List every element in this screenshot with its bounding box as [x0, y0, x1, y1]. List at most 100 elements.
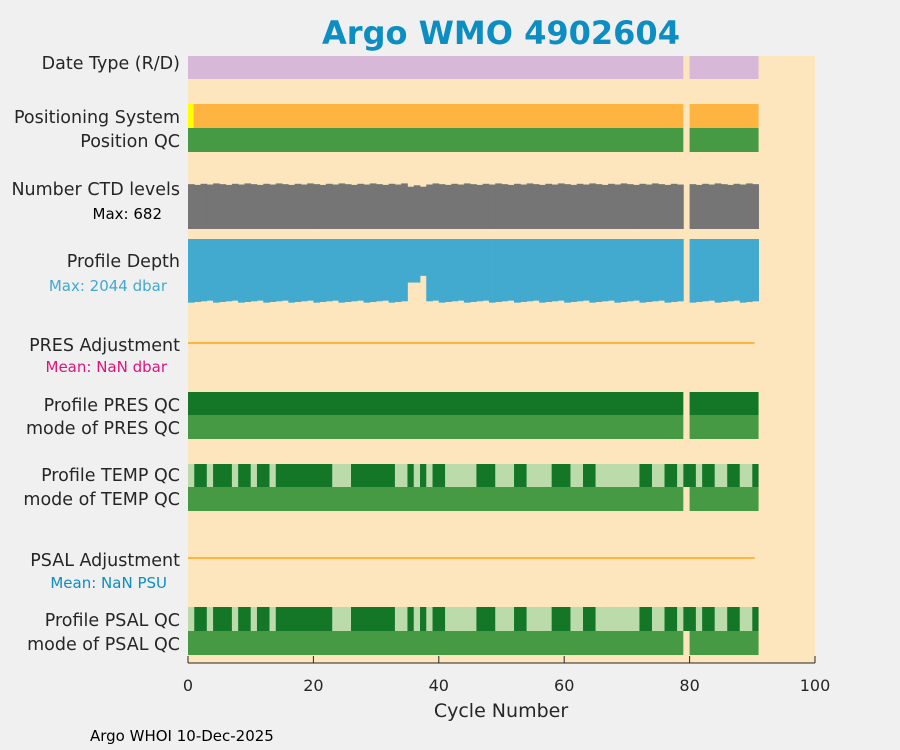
profile-temp-qc-segment: [256, 464, 270, 487]
row-label-profile-temp-qc: Profile TEMP QC: [41, 466, 180, 486]
positioning-system-bar: [188, 104, 684, 128]
profile-pres-qc-bar: [689, 392, 759, 415]
profile-depth-bar: [238, 239, 245, 303]
profile-depth-bar: [263, 239, 270, 303]
ctd-levels-bar: [720, 184, 728, 229]
ctd-levels-bar: [300, 184, 308, 229]
profile-depth-bar: [689, 239, 697, 303]
profile-psal-qc-segment: [213, 607, 232, 631]
profile-psal-qc-segment: [432, 607, 446, 631]
row-label-psal-adjustment: PSAL Adjustment: [30, 551, 180, 571]
ctd-levels-bar: [188, 184, 195, 229]
mode-psal-qc-bar: [188, 631, 684, 655]
profile-temp-qc-segment: [407, 464, 414, 487]
profile-depth-bar: [551, 239, 559, 302]
ctd-levels-bar: [495, 183, 502, 229]
profile-depth-bar: [338, 239, 346, 303]
ctd-levels-bar: [601, 184, 609, 229]
profile-depth-bar: [708, 239, 716, 301]
ctd-levels-bar: [733, 183, 741, 229]
ctd-max-label: Max: 682: [93, 205, 162, 223]
profile-temp-qc-segment: [432, 464, 446, 487]
ctd-levels-bar: [651, 183, 659, 229]
profile-depth-bar: [457, 239, 465, 301]
ctd-levels-bar: [225, 184, 233, 229]
profile-temp-qc-segment: [514, 464, 527, 487]
profile-depth-bar: [714, 239, 722, 303]
profile-temp-qc-segment: [664, 464, 678, 487]
profile-depth-bar: [313, 239, 321, 303]
profile-depth-bar: [294, 239, 302, 302]
profile-depth-bar: [332, 239, 339, 301]
ctd-levels-bar: [708, 184, 716, 229]
profile-depth-bar: [194, 239, 201, 302]
profile-depth-bar: [426, 239, 433, 302]
row-label-mode-temp-qc: mode of TEMP QC: [23, 490, 180, 510]
ctd-levels-bar: [256, 184, 264, 229]
profile-depth-bar: [432, 239, 440, 301]
ctd-levels-bar: [369, 183, 377, 229]
profile-depth-bar: [407, 239, 415, 283]
x-tick-label: 20: [303, 676, 323, 695]
profile-temp-qc-segment: [476, 464, 496, 487]
profile-depth-bar: [325, 239, 333, 302]
x-tick-label: 100: [800, 676, 831, 695]
ctd-levels-bar: [394, 184, 402, 229]
position-qc-bar: [188, 128, 684, 152]
profile-depth-bar: [564, 239, 571, 303]
ctd-levels-bar: [639, 183, 647, 229]
profile-depth-bar: [451, 239, 459, 302]
profile-depth-bar: [501, 239, 509, 302]
date-type-bar: [689, 56, 759, 79]
profile-depth-bar: [570, 239, 578, 302]
row-label-profile-pres-qc: Profile PRES QC: [44, 396, 180, 416]
ctd-levels-bar: [570, 184, 578, 229]
ctd-levels-bar: [338, 183, 346, 229]
date-type-bar: [188, 56, 684, 79]
ctd-levels-bar: [445, 184, 452, 229]
profile-depth-bar: [507, 239, 515, 301]
ctd-levels-bar: [501, 184, 509, 229]
ctd-levels-bar: [695, 184, 703, 229]
profile-depth-bar: [532, 239, 540, 301]
ctd-levels-bar: [351, 184, 358, 229]
profile-depth-bar: [520, 239, 527, 302]
profile-depth-bar: [319, 239, 327, 302]
profile-depth-bar: [626, 239, 634, 302]
profile-depth-bar: [677, 239, 684, 302]
profile-psal-qc-segment: [752, 607, 759, 631]
profile-depth-bar: [614, 239, 622, 303]
profile-depth-bar: [482, 239, 490, 301]
ctd-levels-bar: [482, 183, 490, 229]
profile-depth-bar: [200, 239, 208, 302]
profile-temp-qc-segment: [583, 464, 596, 487]
profile-depth-bar: [739, 239, 747, 303]
profile-depth-bar: [651, 239, 659, 302]
ctd-levels-bar: [332, 184, 339, 229]
ctd-levels-bar: [357, 183, 364, 229]
profile-depth-bar: [583, 239, 590, 301]
ctd-levels-bar: [426, 184, 433, 229]
row-label-positioning-system: Positioning System: [14, 108, 180, 128]
x-tick-label: 40: [429, 676, 449, 695]
ctd-levels-bar: [344, 184, 352, 229]
ctd-levels-bar: [307, 183, 314, 229]
profile-temp-qc-segment: [727, 464, 740, 487]
psal-mean-label: Mean: NaN PSU: [50, 574, 167, 592]
ctd-levels-bar: [545, 183, 553, 229]
position-qc-bar: [689, 128, 759, 152]
ctd-levels-bar: [470, 184, 477, 229]
profile-depth-bar: [476, 239, 484, 302]
profile-depth-bar: [231, 239, 239, 301]
profile-depth-bar: [188, 239, 195, 303]
profile-depth-bar: [382, 239, 390, 301]
ctd-levels-bar: [200, 183, 208, 229]
ctd-levels-bar: [589, 183, 596, 229]
mode-temp-qc-bar: [188, 487, 684, 511]
ctd-levels-bar: [194, 184, 201, 229]
ctd-levels-bar: [689, 184, 697, 229]
ctd-levels-bar: [670, 183, 678, 229]
profile-psal-qc-segment: [702, 607, 715, 631]
profile-depth-bar: [470, 239, 477, 302]
footer-text: Argo WHOI 10-Dec-2025: [90, 727, 274, 745]
